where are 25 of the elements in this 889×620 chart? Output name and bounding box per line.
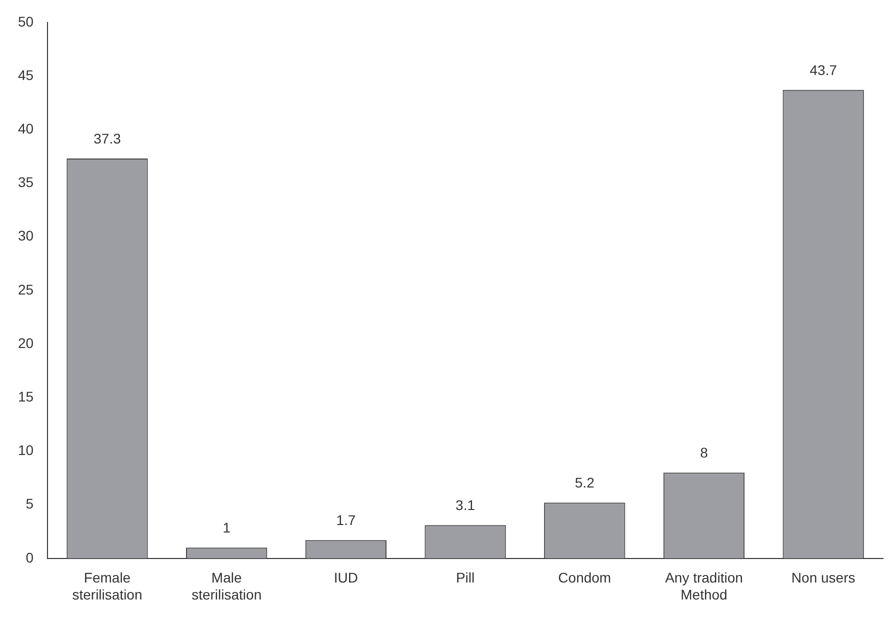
y-tick-label: 10: [18, 442, 34, 458]
y-tick-label: 0: [26, 549, 34, 566]
data-label: 37.3: [94, 130, 122, 146]
data-label: 1: [222, 520, 231, 536]
data-label: 3.1: [456, 497, 476, 514]
x-tick-label: Condom: [558, 570, 612, 586]
y-tick-label: 35: [18, 174, 34, 190]
data-label: 43.7: [810, 62, 838, 78]
y-tick-label: 30: [18, 228, 34, 244]
data-label: 5.2: [574, 474, 595, 491]
data-label: 8: [700, 444, 708, 460]
y-tick-label: 25: [18, 281, 34, 298]
x-tick-label: IUD: [334, 570, 358, 586]
data-label: 1.7: [336, 512, 356, 528]
y-tick-label: 45: [18, 66, 34, 83]
x-tick-label: Male sterilisation: [192, 570, 262, 602]
y-tick-label: 20: [18, 334, 34, 351]
y-tick-label: 40: [18, 120, 34, 136]
y-tick-label: 15: [18, 388, 34, 404]
y-tick-label: 5: [26, 496, 34, 512]
x-tick-label: Pill: [456, 570, 475, 586]
x-tick-label: Non users: [791, 570, 856, 586]
x-tick-label: Female sterilisation: [72, 570, 142, 602]
y-tick-label: 50: [18, 13, 34, 30]
x-tick-label: Any tradition Method: [665, 570, 743, 602]
